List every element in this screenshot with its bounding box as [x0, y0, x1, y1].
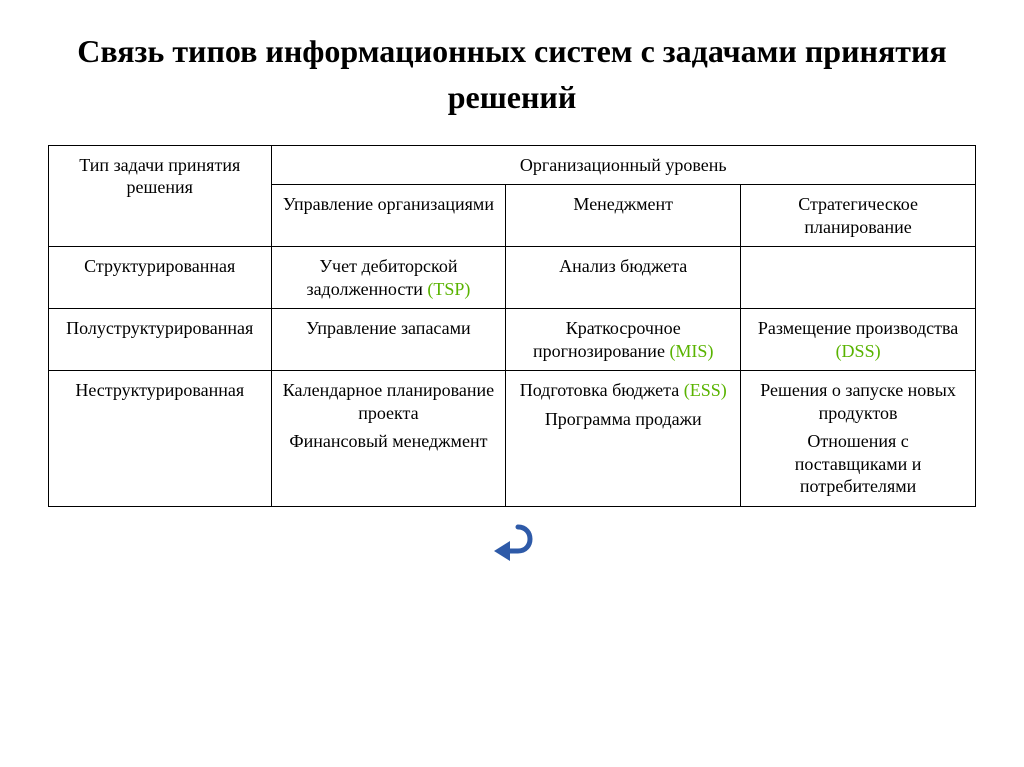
subheader-col-2: Менеджмент: [506, 185, 741, 247]
cell: [741, 247, 976, 309]
table-row: Структурированная Учет дебиторской задол…: [49, 247, 976, 309]
cell-text: Подготовка бюджета: [520, 380, 684, 400]
row-label: Полуструктурированная: [49, 309, 272, 371]
cell-block: Подготовка бюджета (ESS): [514, 379, 732, 402]
cell: Размещение производства (DSS): [741, 309, 976, 371]
subheader-col-3: Стратегическое планирование: [741, 185, 976, 247]
subheader-col-1: Управление организациями: [271, 185, 506, 247]
cell-block: Краткосрочное прогнозирование (MIS): [514, 317, 732, 362]
cell: Подготовка бюджета (ESS) Программа продаж…: [506, 371, 741, 507]
accent-code: (ESS): [684, 380, 727, 400]
return-arrow[interactable]: [48, 521, 976, 568]
cell: Управление запасами: [271, 309, 506, 371]
cell-text: Управление запасами: [306, 318, 470, 338]
header-task-type: Тип задачи принятия решения: [49, 145, 272, 247]
cell-block: Учет дебиторской задолженности (TSP): [280, 255, 498, 300]
cell-text: Анализ бюджета: [559, 256, 687, 276]
cell-text: Решения о запуске новых продуктов: [760, 380, 956, 423]
table-row: Полуструктурированная Управление запасам…: [49, 309, 976, 371]
table-header-row-1: Тип задачи принятия решения Организацион…: [49, 145, 976, 185]
cell-block: Программа продажи: [514, 408, 732, 431]
cell-text: Краткосрочное прогнозирование: [533, 318, 681, 361]
page-title: Связь типов информационных систем с зада…: [48, 28, 976, 121]
table-row: Неструктурированная Календарное планиров…: [49, 371, 976, 507]
cell-block: Анализ бюджета: [514, 255, 732, 278]
cell-text: Календарное планирование проекта: [283, 380, 494, 423]
cell-text: Финансовый менеджмент: [289, 431, 487, 451]
main-table: Тип задачи принятия решения Организацион…: [48, 145, 976, 507]
cell-block: Управление запасами: [280, 317, 498, 340]
row-label: Неструктурированная: [49, 371, 272, 507]
curved-arrow-icon: [484, 521, 540, 563]
cell: Учет дебиторской задолженности (TSP): [271, 247, 506, 309]
accent-code: (DSS): [836, 341, 881, 361]
cell-block: Решения о запуске новых продуктов: [749, 379, 967, 424]
row-label: Структурированная: [49, 247, 272, 309]
cell-block: Отношения с поставщиками и потребителями: [749, 430, 967, 498]
slide: Связь типов информационных систем с зада…: [0, 0, 1024, 767]
accent-code: (TSP): [427, 279, 470, 299]
cell: Календарное планирование проекта Финансов…: [271, 371, 506, 507]
cell-text: Отношения с поставщиками и потребителями: [795, 431, 922, 496]
cell: Анализ бюджета: [506, 247, 741, 309]
cell-block: Размещение производства (DSS): [749, 317, 967, 362]
accent-code: (MIS): [669, 341, 713, 361]
cell-block: Финансовый менеджмент: [280, 430, 498, 453]
cell-text: Размещение производства: [758, 318, 958, 338]
cell-block: Календарное планирование проекта: [280, 379, 498, 424]
cell: Краткосрочное прогнозирование (MIS): [506, 309, 741, 371]
cell-text: Программа продажи: [545, 409, 702, 429]
header-org-level: Организационный уровень: [271, 145, 976, 185]
cell: Решения о запуске новых продуктов Отношен…: [741, 371, 976, 507]
